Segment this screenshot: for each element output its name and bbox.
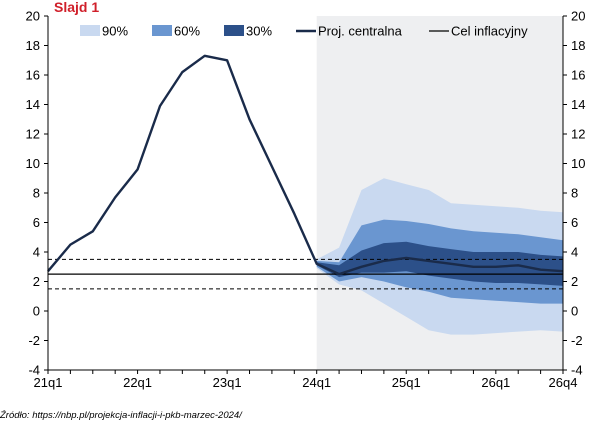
- y-tick-label-right: 8: [571, 186, 578, 201]
- chart-legend: 90% 60% 30% Proj. centralna Cel inflacyjny: [80, 24, 528, 39]
- chart-axes: -4 -4 -2 -2 0 0 2 2 4 4 6 6 8 8 10 10 12 12 14 14 16 16 18 18 20…: [26, 9, 586, 391]
- y-tick-label-left: 8: [33, 186, 40, 201]
- legend-label: 30%: [246, 24, 272, 39]
- y-tick-label-left: 6: [33, 215, 40, 230]
- y-tick-label-left: 12: [26, 127, 40, 142]
- y-tick-label-right: 14: [571, 97, 585, 112]
- source-note: Źródło: https://nbp.pl/projekcja-inflacj…: [0, 410, 242, 421]
- y-tick-label-right: -2: [571, 333, 583, 348]
- y-tick-label-left: 20: [26, 9, 40, 24]
- y-tick-label-right: 18: [571, 38, 585, 53]
- y-tick-label-left: 18: [26, 38, 40, 53]
- legend-swatch-90: [80, 25, 100, 36]
- x-tick-label: 26q4: [549, 375, 578, 390]
- central-projection-series: [47, 54, 564, 276]
- y-tick-label-left: -2: [28, 333, 40, 348]
- legend-label: 60%: [174, 24, 200, 39]
- y-tick-label-left: -4: [28, 363, 40, 378]
- y-tick-label-right: 0: [571, 304, 578, 319]
- x-tick-label: 24q1: [302, 375, 331, 390]
- y-tick-label-left: 16: [26, 68, 40, 83]
- x-tick-label: 22q1: [123, 375, 152, 390]
- x-tick-label: 21q1: [34, 375, 63, 390]
- x-tick-label: 26q1: [481, 375, 510, 390]
- y-tick-label-left: 10: [26, 156, 40, 171]
- y-tick-label-left: 14: [26, 97, 40, 112]
- legend-label: 90%: [102, 24, 128, 39]
- y-tick-label-left: 2: [33, 274, 40, 289]
- x-tick-label: 23q1: [213, 375, 242, 390]
- inflation-target-lines: [48, 258, 563, 290]
- fan-band-30: [316, 241, 563, 286]
- y-tick-label-right: 6: [571, 215, 578, 230]
- legend-swatch-60: [152, 25, 172, 36]
- y-tick-label-right: 16: [571, 68, 585, 83]
- y-tick-label-right: 2: [571, 274, 578, 289]
- slide-title: Slajd 1: [54, 0, 100, 15]
- legend-label: Cel inflacyjny: [451, 24, 528, 39]
- legend-label: Proj. centralna: [318, 24, 403, 39]
- x-tick-label: 25q1: [392, 375, 421, 390]
- y-tick-label-left: 4: [33, 245, 40, 260]
- y-tick-label-right: 20: [571, 9, 585, 24]
- y-tick-label-right: -4: [571, 363, 583, 378]
- y-tick-label-right: 10: [571, 156, 585, 171]
- central-projection-line: [47, 54, 564, 276]
- y-tick-label-right: 12: [571, 127, 585, 142]
- y-tick-label-left: 0: [33, 304, 40, 319]
- legend-swatch-30: [224, 25, 244, 36]
- y-tick-label-right: 4: [571, 245, 578, 260]
